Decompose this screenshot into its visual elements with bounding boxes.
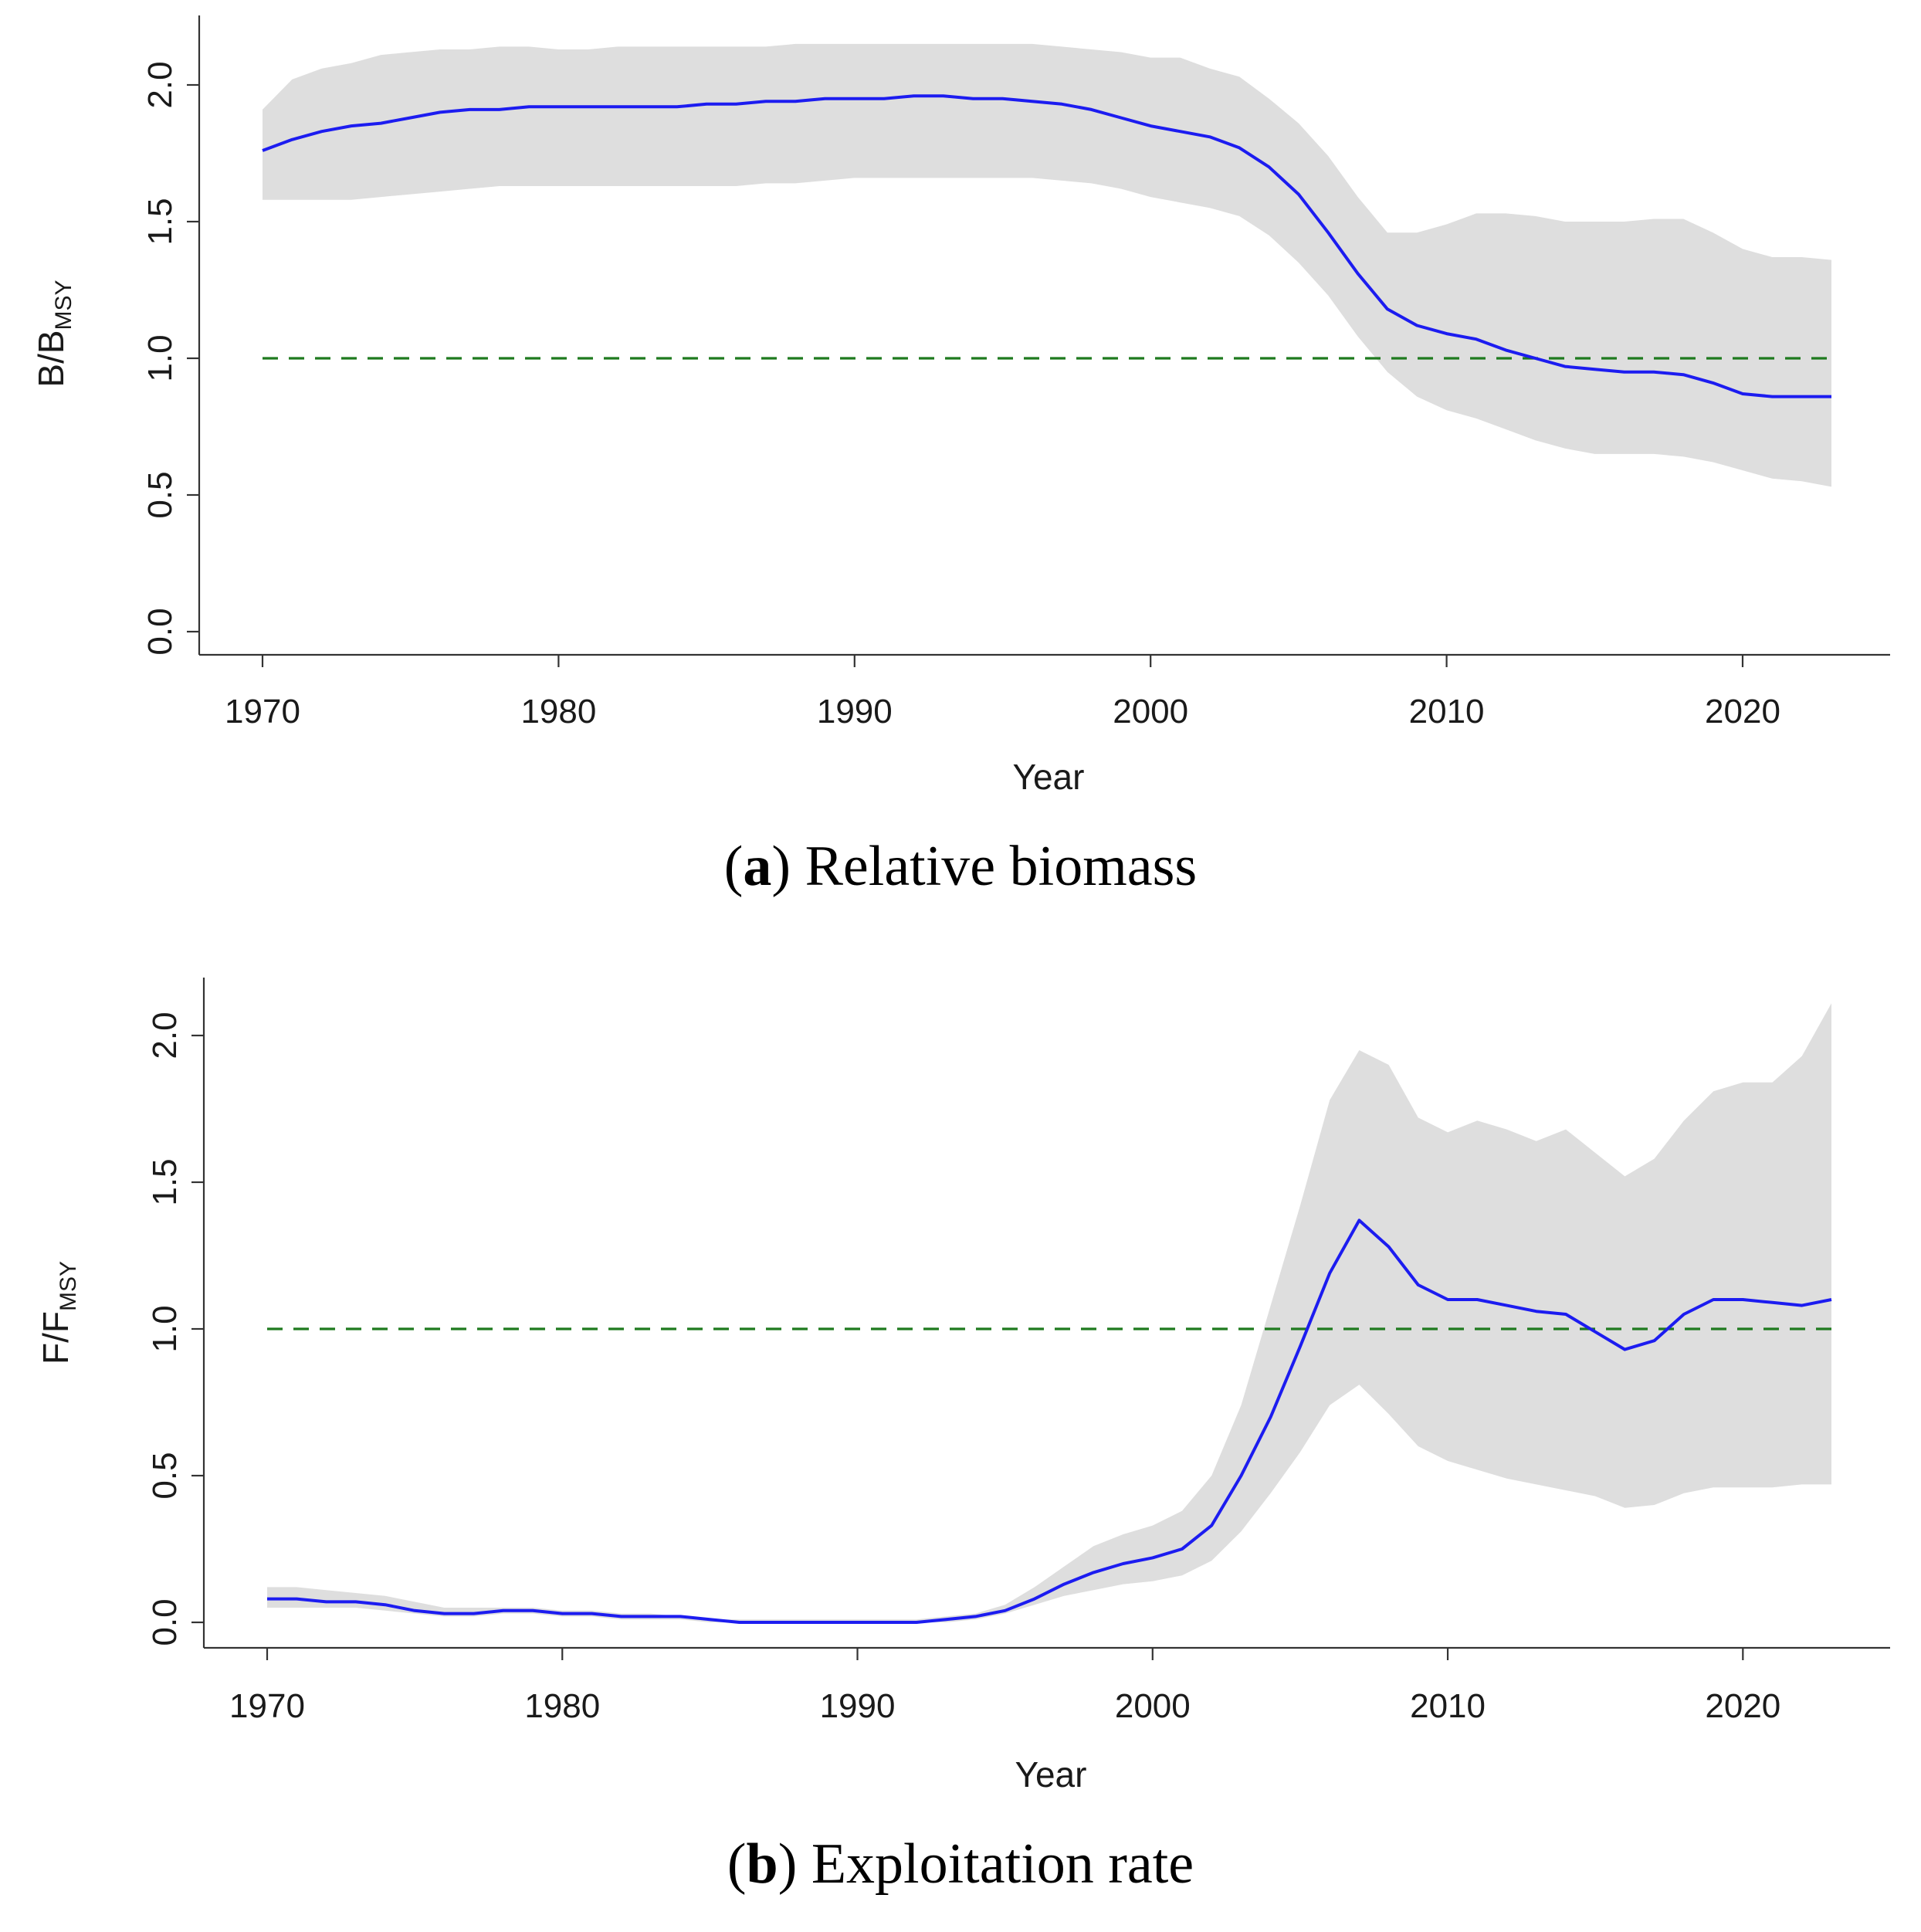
panel-b-x-tick-label: 2010 bbox=[1410, 1687, 1486, 1725]
panel-a-x-tick-label: 1970 bbox=[225, 693, 300, 730]
panel-a-caption-text: Relative biomass bbox=[805, 835, 1198, 898]
panel-a-y-axis-title-base: B bbox=[31, 330, 71, 354]
panel-a-confidence-band bbox=[263, 43, 1831, 487]
panel-b-caption-open: ( bbox=[727, 1832, 747, 1896]
panel-b-x-tick-label: 2000 bbox=[1115, 1687, 1191, 1725]
panel-b-x-tick-label: 2020 bbox=[1705, 1687, 1780, 1725]
panel-a-caption-close: ) bbox=[771, 835, 805, 898]
panel-b-confidence-band bbox=[267, 1003, 1831, 1622]
panel-b-caption-text: Exploitation rate bbox=[811, 1832, 1194, 1896]
panel-a-y-axis-title-sub: MSY bbox=[51, 280, 76, 330]
panel-b-y-axis-title-base: F bbox=[36, 1311, 76, 1333]
panel-b-x-tick-label: 1970 bbox=[229, 1687, 305, 1725]
panel-a-estimate-line bbox=[262, 94, 1831, 398]
panel-b-y-tick-label: 1.5 bbox=[146, 1158, 184, 1205]
panel-b-y-tick-label: 0.5 bbox=[146, 1452, 184, 1499]
panel-b-caption: (b) Exploitation rate bbox=[727, 1832, 1194, 1896]
panel-b-y-axis-title-sub: MSY bbox=[56, 1261, 81, 1311]
panel-a-y-tick-label: 0.5 bbox=[141, 471, 179, 518]
panel-a-caption-letter: a bbox=[743, 835, 771, 898]
panel-a-x-tick-label: 2000 bbox=[1113, 693, 1188, 730]
panel-a-x-axis-title: Year bbox=[1013, 757, 1085, 797]
panel-a-y-tick-label: 1.0 bbox=[141, 334, 179, 381]
panel-b-caption-close: ) bbox=[778, 1832, 811, 1896]
panel-a-x-tick-label: 1980 bbox=[520, 693, 596, 730]
panel-a-y-tick-label: 2.0 bbox=[141, 61, 179, 108]
panel-a-y-tick-label: 1.5 bbox=[141, 198, 179, 245]
panel-b-y-axis-title-slash: / bbox=[36, 1333, 76, 1343]
panel-a-y-axis-title: B/BMSY bbox=[31, 280, 76, 387]
panel-a-x-tick-label: 2020 bbox=[1705, 693, 1780, 730]
panel-a-y-axis-title-main: B bbox=[31, 364, 71, 388]
panel-b-caption-letter: b bbox=[747, 1832, 778, 1896]
panel-b-estimate-line bbox=[267, 1219, 1832, 1624]
panel-b-x-tick-label: 1990 bbox=[820, 1687, 896, 1725]
panel-b-x-axis-title: Year bbox=[1015, 1754, 1087, 1795]
panel-a-caption: (a) Relative biomass bbox=[724, 835, 1197, 898]
panel-b-y-tick-label: 1.0 bbox=[146, 1305, 184, 1352]
panel-a-y-axis-title-slash: / bbox=[31, 354, 71, 364]
panel-a-caption-open: ( bbox=[724, 835, 744, 898]
panel-b-y-axis-title: F/FMSY bbox=[36, 1261, 81, 1364]
panel-b-chart: 0.0 0.5 1.0 1.5 2.0 1970 1980 1990 2000 2010 2020 Y… bbox=[36, 978, 1890, 1896]
panel-a-x-tick-label: 1990 bbox=[817, 693, 893, 730]
panel-b-y-tick-label: 0.0 bbox=[146, 1598, 184, 1646]
panel-b-x-tick-label: 1980 bbox=[524, 1687, 600, 1725]
panel-b-y-axis-title-main: F bbox=[36, 1343, 76, 1364]
panel-a-x-tick-label: 2010 bbox=[1409, 693, 1485, 730]
panel-a-chart: 0.0 0.5 1.0 1.5 2.0 1970 1980 1990 2000 2010 2020 Y… bbox=[31, 15, 1890, 898]
panel-b-y-tick-label: 2.0 bbox=[146, 1012, 184, 1059]
panel-a-y-tick-label: 0.0 bbox=[141, 608, 179, 655]
